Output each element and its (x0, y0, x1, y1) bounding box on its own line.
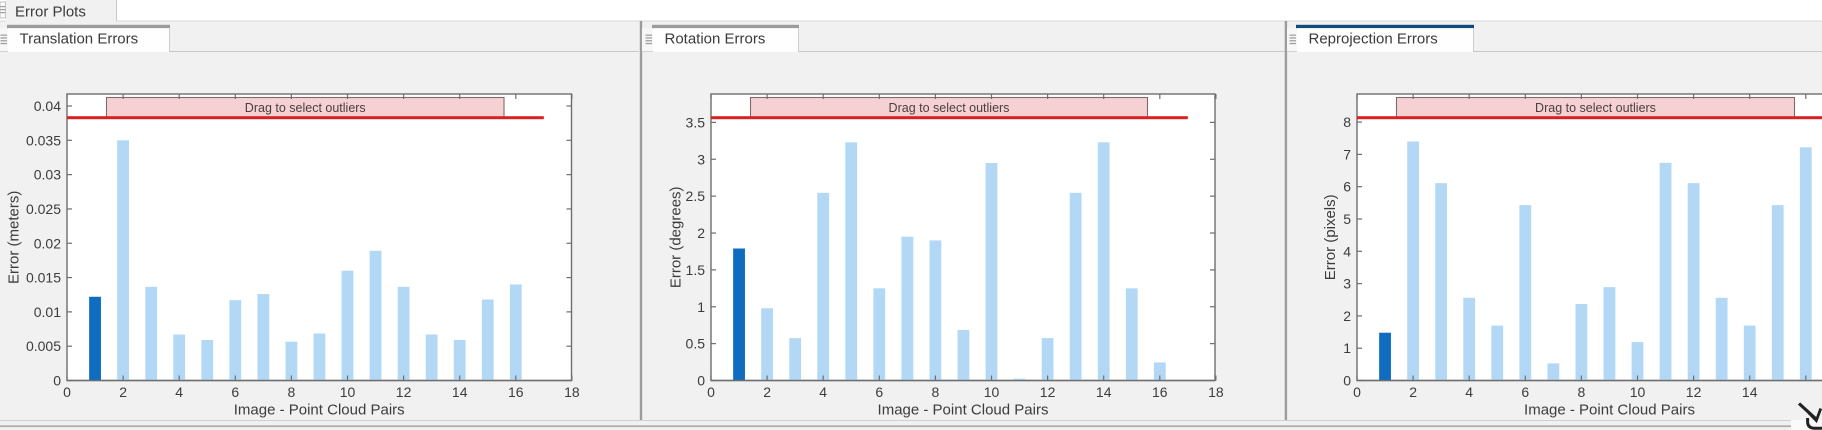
svg-text:1.5: 1.5 (686, 262, 706, 278)
svg-text:8: 8 (932, 384, 940, 400)
svg-text:12: 12 (1686, 384, 1702, 400)
svg-text:10: 10 (984, 384, 1000, 400)
svg-text:Error (meters): Error (meters) (6, 191, 23, 284)
svg-text:4: 4 (1343, 243, 1351, 259)
svg-text:2: 2 (763, 384, 771, 400)
svg-text:Error (pixels): Error (pixels) (1322, 194, 1339, 280)
svg-text:0: 0 (1353, 384, 1361, 400)
svg-text:18: 18 (1208, 384, 1224, 400)
svg-text:Translation Errors: Translation Errors (20, 31, 139, 48)
svg-text:12: 12 (396, 384, 412, 400)
svg-text:Error (degrees): Error (degrees) (668, 186, 685, 288)
svg-text:8: 8 (1578, 384, 1586, 400)
svg-text:2: 2 (1409, 384, 1417, 400)
svg-text:8: 8 (1343, 114, 1351, 130)
svg-text:6: 6 (875, 384, 883, 400)
svg-text:0.01: 0.01 (34, 304, 61, 320)
svg-text:0.035: 0.035 (26, 132, 61, 148)
svg-text:16: 16 (1152, 384, 1168, 400)
svg-text:6: 6 (1521, 384, 1529, 400)
svg-text:14: 14 (1096, 384, 1112, 400)
svg-text:Drag to select outliers: Drag to select outliers (889, 101, 1010, 115)
svg-text:0.02: 0.02 (34, 235, 61, 251)
svg-text:Drag to select outliers: Drag to select outliers (245, 101, 366, 115)
svg-text:1: 1 (1343, 340, 1351, 356)
svg-text:3: 3 (697, 151, 705, 167)
svg-text:5: 5 (1343, 211, 1351, 227)
svg-text:2: 2 (119, 384, 127, 400)
svg-text:0.025: 0.025 (26, 201, 61, 217)
svg-text:0.04: 0.04 (34, 98, 61, 114)
svg-text:10: 10 (1630, 384, 1646, 400)
svg-text:Image - Point Cloud Pairs: Image - Point Cloud Pairs (878, 402, 1049, 419)
svg-text:2: 2 (1343, 308, 1351, 324)
svg-text:1: 1 (697, 299, 705, 315)
svg-text:0: 0 (53, 373, 61, 389)
svg-text:12: 12 (1040, 384, 1056, 400)
svg-text:0.005: 0.005 (26, 338, 61, 354)
svg-text:8: 8 (288, 384, 296, 400)
svg-text:7: 7 (1343, 146, 1351, 162)
svg-text:Image - Point Cloud Pairs: Image - Point Cloud Pairs (234, 402, 405, 419)
svg-text:0: 0 (63, 384, 71, 400)
svg-text:4: 4 (819, 384, 827, 400)
svg-text:18: 18 (564, 384, 580, 400)
svg-text:14: 14 (452, 384, 468, 400)
svg-text:16: 16 (508, 384, 524, 400)
svg-text:3.5: 3.5 (686, 114, 706, 130)
svg-text:10: 10 (340, 384, 356, 400)
svg-text:0: 0 (707, 384, 715, 400)
svg-text:Image - Point Cloud Pairs: Image - Point Cloud Pairs (1524, 402, 1695, 419)
svg-text:14: 14 (1742, 384, 1758, 400)
svg-text:4: 4 (1465, 384, 1473, 400)
svg-text:3: 3 (1343, 276, 1351, 292)
svg-text:4: 4 (175, 384, 183, 400)
svg-text:0.5: 0.5 (686, 336, 706, 352)
svg-text:6: 6 (231, 384, 239, 400)
svg-text:Rotation Errors: Rotation Errors (665, 31, 766, 48)
svg-text:2.5: 2.5 (686, 188, 706, 204)
svg-text:0: 0 (1343, 373, 1351, 389)
svg-text:Drag to select outliers: Drag to select outliers (1535, 101, 1656, 115)
svg-text:Reprojection Errors: Reprojection Errors (1309, 31, 1438, 48)
svg-text:0: 0 (697, 373, 705, 389)
svg-text:2: 2 (697, 225, 705, 241)
svg-text:0.015: 0.015 (26, 270, 61, 286)
svg-text:6: 6 (1343, 179, 1351, 195)
svg-text:Error Plots: Error Plots (15, 4, 86, 21)
svg-text:0.03: 0.03 (34, 167, 61, 183)
